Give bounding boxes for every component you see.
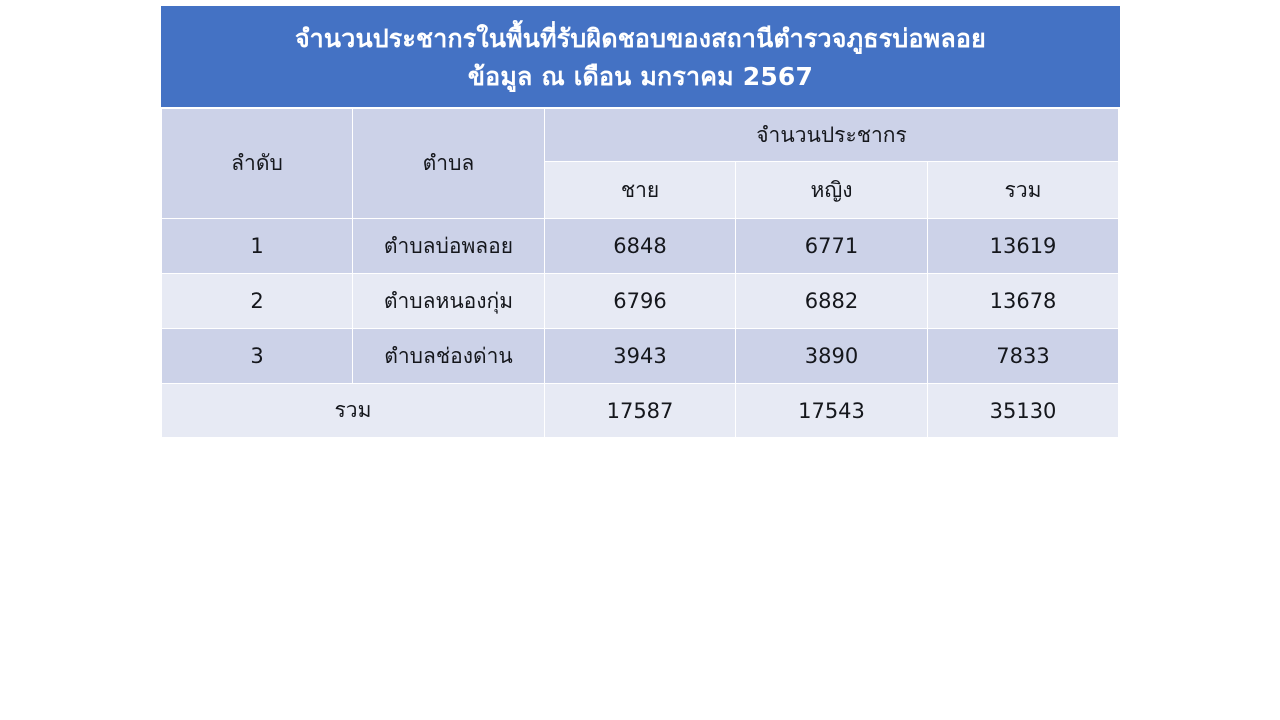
table-row: 2 ตำบลหนองกุ่ม 6796 6882 13678	[161, 273, 1120, 329]
table-subheader-row: ชาย หญิง รวม	[162, 161, 1120, 219]
cell-female: 6771	[735, 218, 928, 274]
cell-male: 6848	[544, 218, 736, 274]
header-cell-total: รวม	[926, 161, 1120, 219]
title-line-2: ข้อมูล ณ เดือน มกราคม 2567	[467, 61, 814, 91]
title-banner: จำนวนประชากรในพื้นที่รับผิดชอบของสถานีตำ…	[161, 6, 1120, 107]
header-cell-order: ลำดับ	[161, 108, 353, 219]
cell-total-label: รวม	[161, 383, 545, 438]
header-cell-female: หญิง	[735, 161, 928, 219]
header-cell-population-group: จำนวนประชากร	[543, 108, 1120, 162]
cell-order: 2	[161, 273, 353, 329]
header-cell-male: ชาย	[544, 161, 736, 219]
table-header-row: ลำดับ ตำบล จำนวนประชากร	[161, 108, 1120, 219]
cell-tambon: ตำบลหนองกุ่ม	[352, 273, 545, 329]
cell-total-sum: 35130	[926, 383, 1120, 438]
cell-male: 3943	[544, 328, 736, 384]
title-line-1: จำนวนประชากรในพื้นที่รับผิดชอบของสถานีตำ…	[295, 23, 986, 53]
table-total-row: รวม 17587 17543 35130	[161, 383, 1120, 438]
cell-total-female: 17543	[735, 383, 928, 438]
header-cell-tambon: ตำบล	[352, 108, 545, 219]
cell-female: 6882	[735, 273, 928, 329]
cell-total: 13678	[926, 273, 1120, 329]
cell-tambon: ตำบลบ่อพลอย	[352, 218, 545, 274]
cell-tambon: ตำบลช่องด่าน	[352, 328, 545, 384]
cell-male: 6796	[544, 273, 736, 329]
table-row: 3 ตำบลช่องด่าน 3943 3890 7833	[161, 328, 1120, 384]
table-row: 1 ตำบลบ่อพลอย 6848 6771 13619	[161, 218, 1120, 274]
population-table: ลำดับ ตำบล จำนวนประชากร ชาย หญิง รวม 1 ต…	[161, 108, 1120, 438]
cell-order: 3	[161, 328, 353, 384]
cell-total: 7833	[926, 328, 1120, 384]
cell-total: 13619	[926, 218, 1120, 274]
cell-order: 1	[161, 218, 353, 274]
cell-female: 3890	[735, 328, 928, 384]
cell-total-male: 17587	[544, 383, 736, 438]
